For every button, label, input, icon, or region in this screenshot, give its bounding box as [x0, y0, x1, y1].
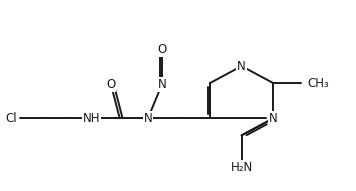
Text: N: N: [237, 60, 246, 73]
Text: O: O: [106, 78, 115, 91]
Text: N: N: [269, 112, 278, 125]
Text: N: N: [143, 112, 152, 125]
Text: NH: NH: [83, 112, 100, 125]
Text: Cl: Cl: [6, 112, 17, 125]
Text: CH₃: CH₃: [307, 77, 329, 90]
Text: N: N: [158, 78, 167, 91]
Text: O: O: [157, 44, 167, 57]
Text: H₂N: H₂N: [230, 161, 253, 174]
